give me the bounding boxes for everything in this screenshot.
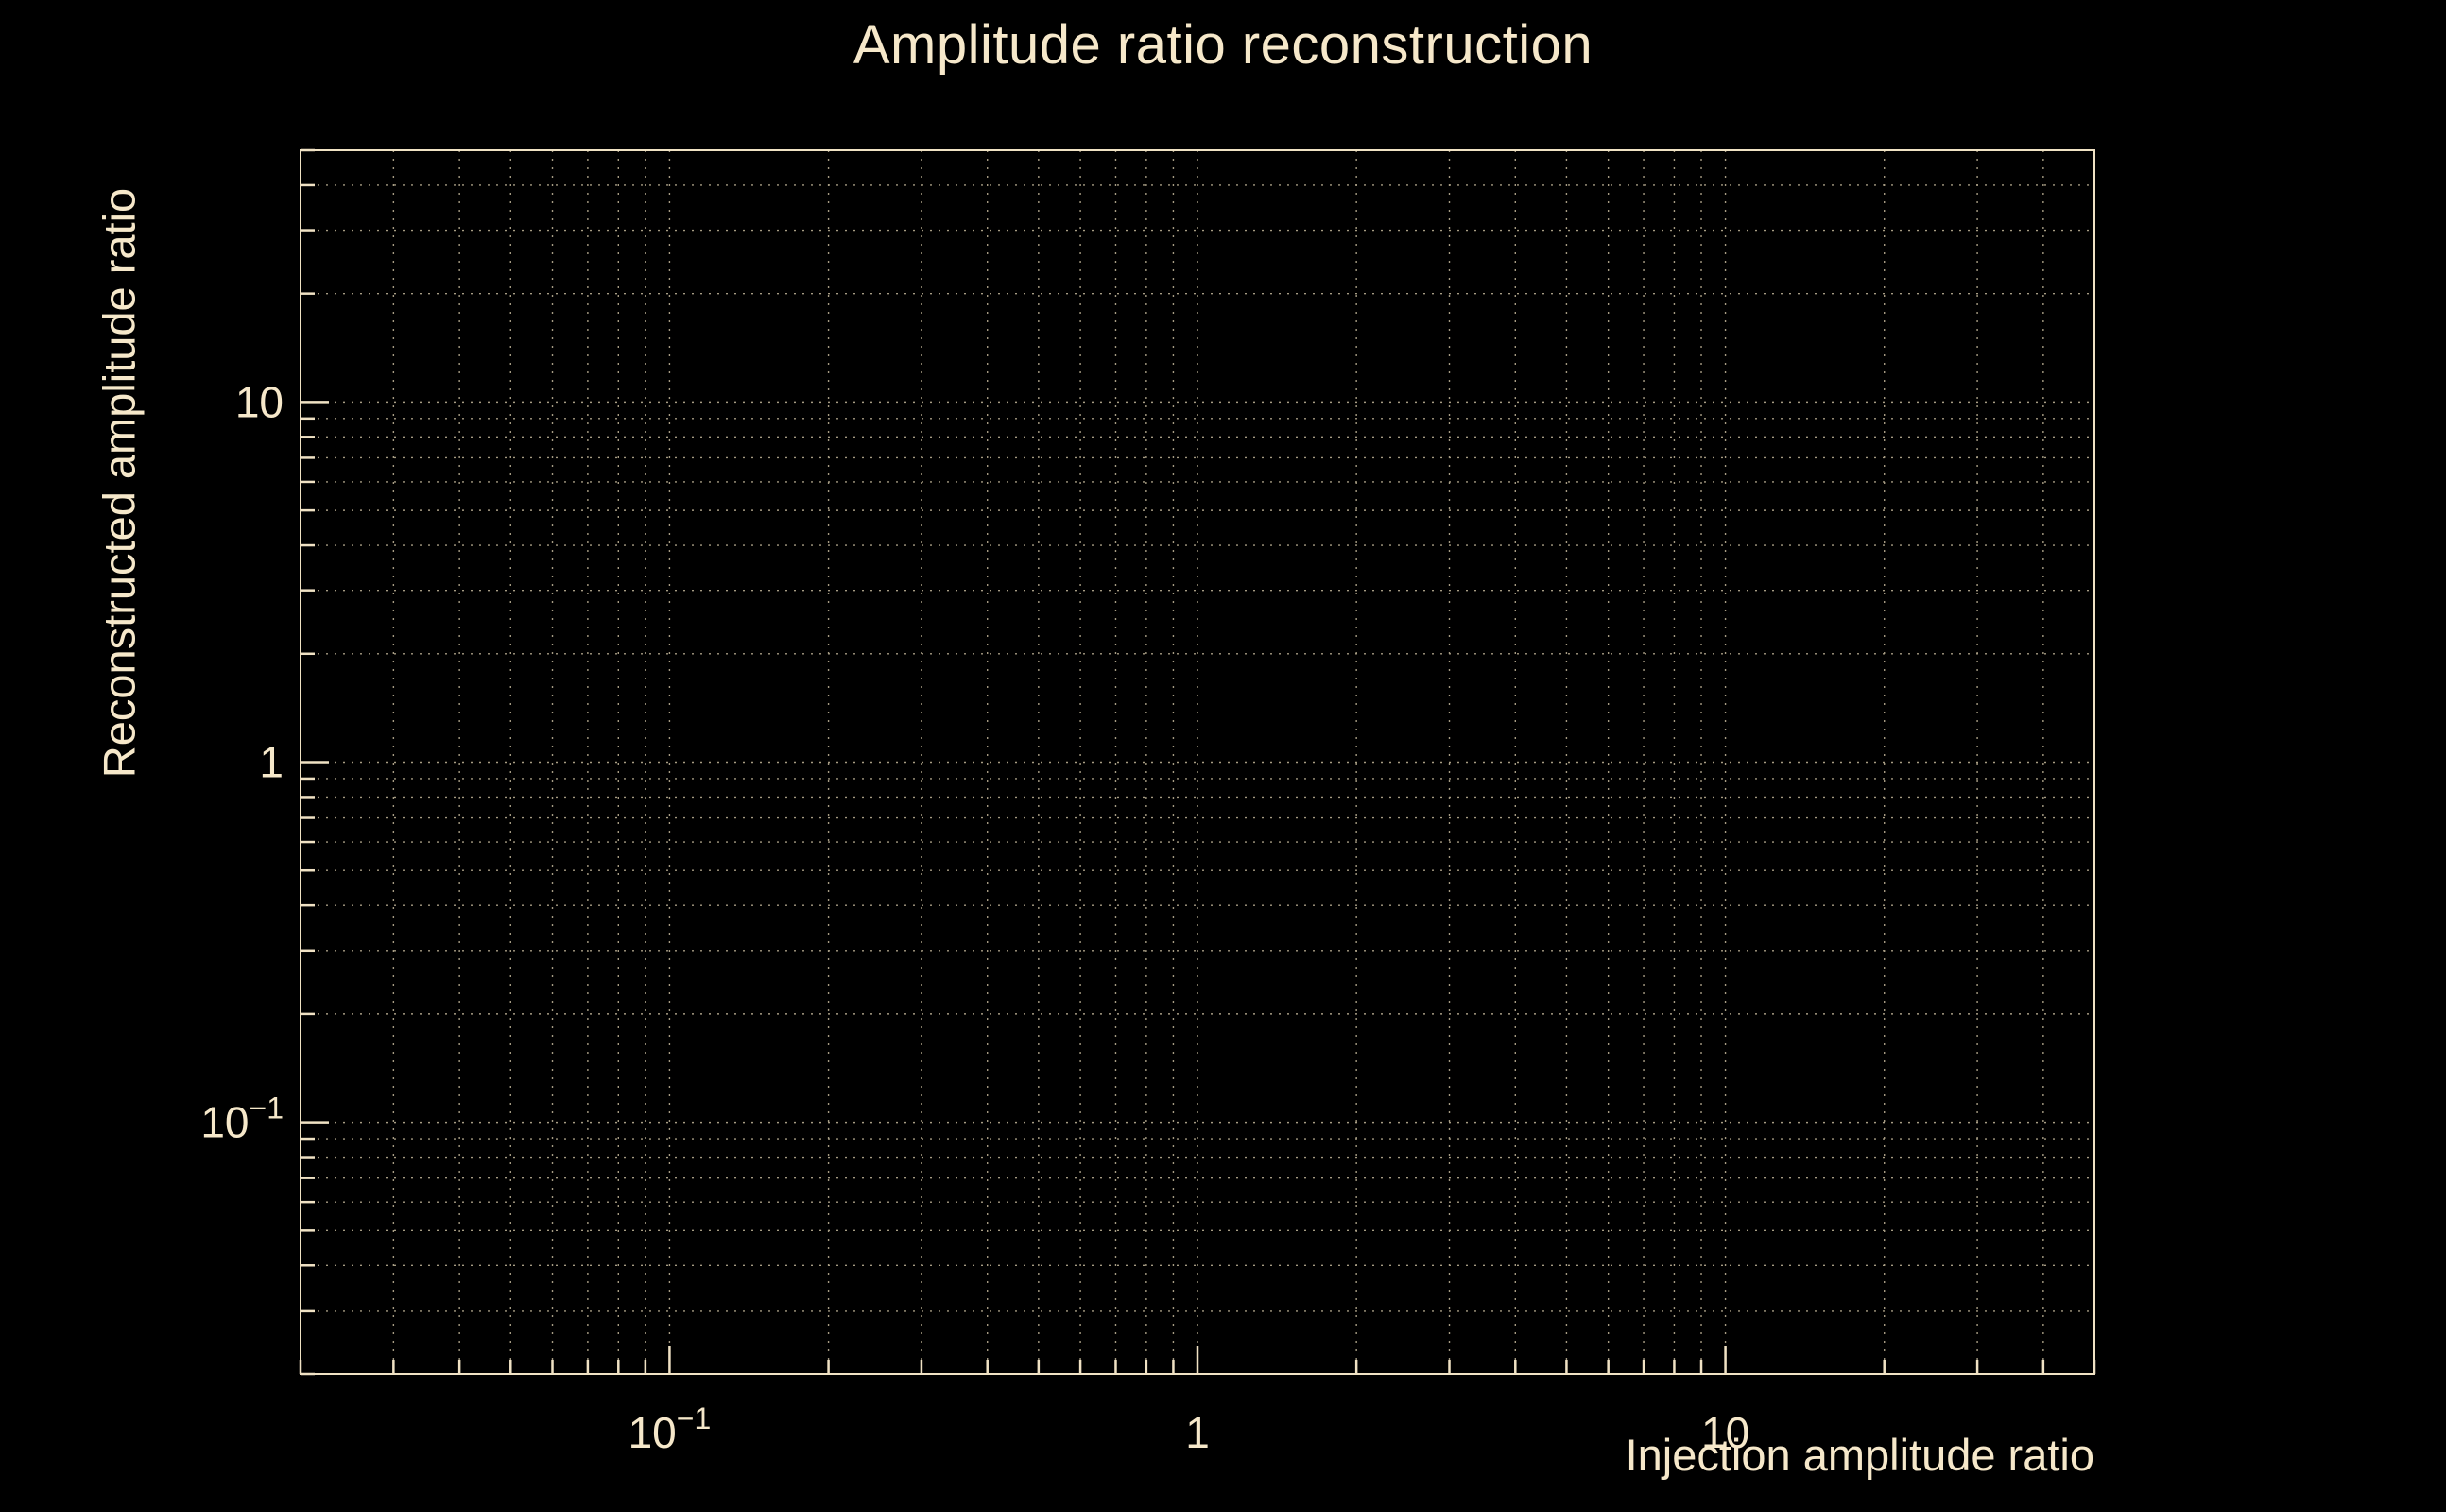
tick-labels: 10−1 1 10 10−1 1 10 — [200, 377, 1749, 1457]
y-tick-label: 1 — [259, 738, 284, 787]
y-tick-label: 10 — [235, 377, 284, 426]
grid-lines — [300, 149, 2095, 1375]
y-axis-title: Reconstructed amplitude ratio — [94, 187, 145, 779]
x-tick-label: 1 — [1185, 1408, 1210, 1457]
x-tick-label: 10 — [1701, 1408, 1749, 1457]
x-axis-title: Injection amplitude ratio — [1625, 1430, 2094, 1480]
chart-title: Amplitude ratio reconstruction — [853, 14, 1593, 76]
x-tick-label: 10−1 — [629, 1401, 712, 1457]
tick-marks — [299, 148, 2096, 1376]
plot-frame — [300, 149, 2095, 1375]
y-tick-label: 10−1 — [200, 1091, 284, 1147]
